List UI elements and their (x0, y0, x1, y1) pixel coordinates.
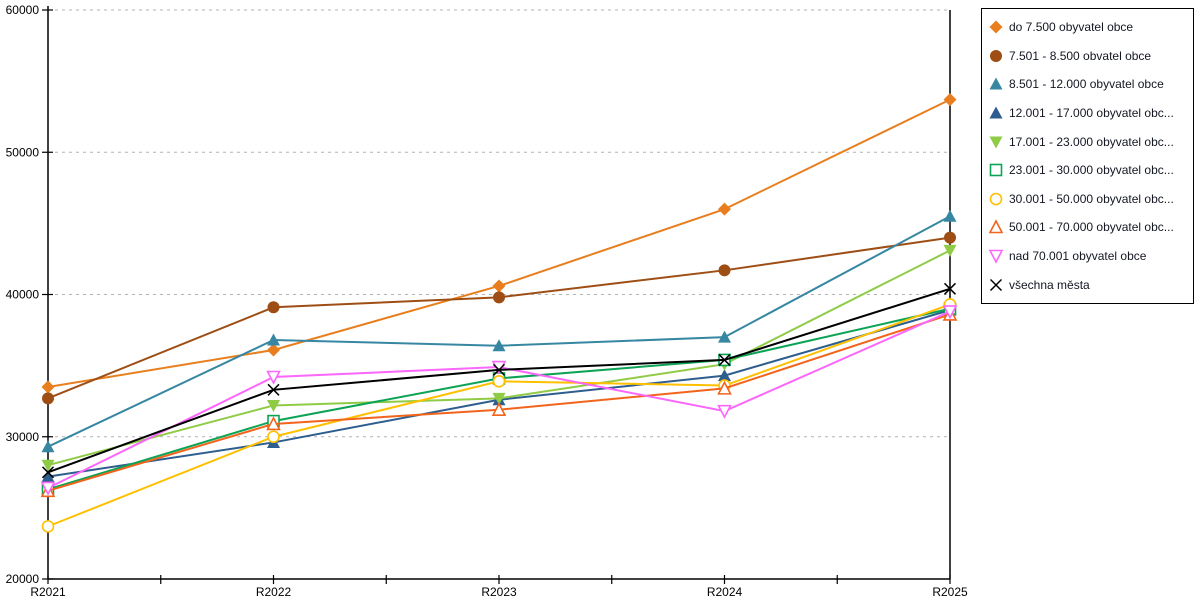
legend-marker-3 (989, 106, 1003, 119)
legend-item-label: 30.001 - 50.000 obyvatel obc... (1009, 191, 1174, 206)
series-0 (41, 93, 957, 394)
legend-marker-7 (988, 219, 1004, 234)
circle-filled-marker-p2 (493, 291, 505, 304)
diamond-filled-marker-p4 (943, 93, 957, 107)
triangle-down-filled-marker-legend (989, 136, 1003, 149)
triangle-up-filled-marker-p0 (41, 470, 55, 483)
legend-item-3: 12.001 - 17.000 obyvatel obc... (982, 99, 1193, 128)
legend-marker-1 (990, 49, 1002, 62)
triangle-up-filled-marker-p3 (718, 330, 731, 343)
diamond-filled-marker-p0 (41, 380, 55, 394)
legend-item-5: 23.001 - 30.000 obyvatel obc... (982, 156, 1193, 185)
square-open-marker-legend (989, 163, 1003, 177)
triangle-up-open-marker-legend (988, 219, 1004, 234)
circle-filled-marker-legend (990, 49, 1002, 62)
triangle-up-filled-marker-p1 (267, 333, 280, 346)
triangle-down-open-marker-legend (988, 249, 1004, 264)
diamond-filled-marker-legend (989, 20, 1003, 34)
circle-filled-marker-p3 (718, 264, 731, 277)
triangle-down-open-marker-p1 (266, 370, 281, 385)
series-1 (42, 231, 956, 405)
legend-item-label: 50.001 - 70.000 obyvatel obc... (1009, 220, 1174, 235)
x-marker-p0 (41, 466, 55, 479)
legend-marker-8 (988, 249, 1004, 264)
y-axis-ticks: 20000 30000 40000 50000 60000 (6, 3, 53, 586)
y-tick-label: 50000 (6, 145, 40, 159)
legend-item-6: 30.001 - 50.000 obyvatel obc... (982, 185, 1193, 214)
x-tick-label: R2022 (256, 585, 292, 599)
y-tick-label: 40000 (6, 288, 40, 302)
circle-open-marker-legend (989, 192, 1003, 206)
triangle-up-filled-marker-p0 (41, 440, 55, 453)
legend-item-label: 7.501 - 8.500 obvatel obce (1009, 48, 1152, 63)
diamond-filled-marker-p2 (492, 279, 506, 293)
circle-open-marker-p2 (492, 374, 506, 388)
series-9 (41, 282, 957, 479)
legend-item-label: 17.001 - 23.000 obyvatel obc... (1009, 134, 1174, 149)
legend-item-label: 12.001 - 17.000 obyvatel obc... (1009, 106, 1174, 121)
triangle-up-open-marker-p2 (491, 401, 507, 417)
legend-item-2: 8.501 - 12.000 obyvatel obce (982, 70, 1193, 99)
legend: do 7.500 obyvatel obce 7.501 - 8.500 obva… (981, 8, 1194, 304)
triangle-down-open-marker-p0 (40, 481, 56, 496)
triangle-up-filled-marker-p2 (492, 339, 506, 352)
legend-item-label: 23.001 - 30.000 obyvatel obc... (1009, 163, 1174, 178)
triangle-up-filled-marker-p4 (943, 209, 957, 222)
diamond-filled-marker-p3 (718, 202, 731, 216)
legend-marker-4 (989, 136, 1003, 149)
circle-filled-marker-p0 (42, 392, 54, 405)
circle-filled-marker-p1 (267, 301, 280, 314)
diamond-filled-marker-p1 (267, 343, 280, 357)
series-2 (41, 209, 957, 453)
x-axis-ticks: R2021 R2022 R2023 R2024 R2025 (30, 575, 968, 599)
y-tick-label: 60000 (6, 3, 40, 17)
x-tick-label: R2024 (707, 585, 743, 599)
x-marker-p4 (943, 282, 957, 295)
legend-item-9: všechna města (982, 270, 1193, 299)
triangle-down-filled-marker-p1 (267, 399, 280, 412)
x-marker-p1 (267, 383, 280, 396)
series-7 (40, 306, 958, 498)
triangle-up-filled-marker-legend (989, 106, 1003, 119)
triangle-down-filled-marker-p4 (943, 244, 957, 257)
x-tick-label: R2023 (481, 585, 517, 599)
triangle-down-filled-marker-p0 (41, 459, 55, 472)
y-tick-label: 30000 (6, 430, 40, 444)
x-tick-label: R2025 (932, 585, 968, 599)
legend-item-0: do 7.500 obyvatel obce (982, 13, 1193, 42)
legend-marker-2 (989, 77, 1003, 90)
triangle-down-open-marker-p3 (717, 404, 732, 419)
x-marker-p3 (718, 353, 731, 366)
triangle-down-filled-marker-p2 (492, 392, 506, 405)
legend-marker-0 (989, 20, 1003, 34)
legend-item-label: všechna města (1009, 277, 1090, 292)
y-tick-label: 20000 (6, 572, 40, 586)
triangle-up-filled-marker-legend (989, 77, 1003, 90)
x-marker-legend (989, 278, 1003, 291)
legend-item-8: nad 70.001 obyvatel obce (982, 242, 1193, 271)
legend-item-7: 50.001 - 70.000 obyvatel obc... (982, 213, 1193, 242)
legend-marker-9 (989, 278, 1003, 291)
circle-open-marker-p0 (41, 520, 55, 533)
legend-marker-6 (989, 192, 1003, 206)
triangle-up-open-marker-p3 (717, 380, 732, 395)
legend-item-label: do 7.500 obyvatel obce (1009, 20, 1134, 35)
legend-item-label: 8.501 - 12.000 obyvatel obce (1009, 77, 1164, 92)
circle-open-marker-p1 (267, 430, 280, 444)
legend-item-label: nad 70.001 obyvatel obce (1009, 249, 1147, 264)
triangle-down-open-marker-p4 (942, 305, 958, 320)
legend-marker-5 (989, 163, 1003, 177)
series-8 (40, 305, 958, 496)
legend-item-1: 7.501 - 8.500 obvatel obce (982, 42, 1193, 71)
triangle-up-filled-marker-p3 (718, 369, 731, 382)
legend-item-4: 17.001 - 23.000 obyvatel obc... (982, 127, 1193, 156)
triangle-up-open-marker-p1 (266, 416, 281, 431)
x-tick-label: R2021 (30, 585, 66, 599)
x-marker-p2 (492, 363, 506, 376)
circle-filled-marker-p4 (944, 231, 956, 244)
